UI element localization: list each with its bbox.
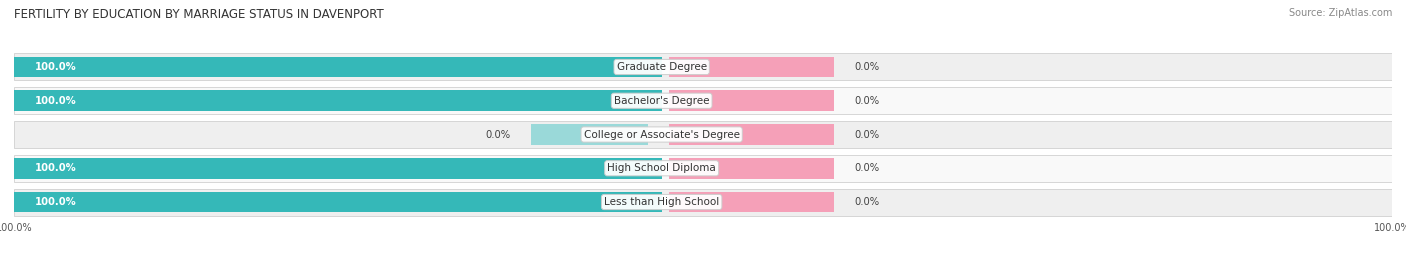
Bar xyxy=(14,54,1392,80)
Text: 0.0%: 0.0% xyxy=(855,96,880,106)
Text: College or Associate's Degree: College or Associate's Degree xyxy=(583,129,740,140)
Text: High School Diploma: High School Diploma xyxy=(607,163,716,173)
Bar xyxy=(14,189,1392,215)
Text: 100.0%: 100.0% xyxy=(35,96,76,106)
Text: 0.0%: 0.0% xyxy=(855,62,880,72)
Bar xyxy=(669,56,834,77)
Bar xyxy=(669,124,834,145)
Text: FERTILITY BY EDUCATION BY MARRIAGE STATUS IN DAVENPORT: FERTILITY BY EDUCATION BY MARRIAGE STATU… xyxy=(14,8,384,21)
Text: 0.0%: 0.0% xyxy=(485,129,510,140)
Text: 0.0%: 0.0% xyxy=(855,197,880,207)
Bar xyxy=(669,192,834,213)
Bar xyxy=(14,90,662,111)
Bar xyxy=(14,56,662,77)
Bar xyxy=(14,121,1392,148)
Text: Source: ZipAtlas.com: Source: ZipAtlas.com xyxy=(1288,8,1392,18)
Bar xyxy=(14,155,1392,182)
Bar xyxy=(14,87,1392,114)
Bar xyxy=(669,90,834,111)
Text: 100.0%: 100.0% xyxy=(35,197,76,207)
Text: Less than High School: Less than High School xyxy=(605,197,720,207)
Bar xyxy=(531,124,648,145)
Text: 100.0%: 100.0% xyxy=(35,62,76,72)
Text: 0.0%: 0.0% xyxy=(855,129,880,140)
Bar xyxy=(14,192,662,213)
Bar xyxy=(14,158,662,179)
Text: 100.0%: 100.0% xyxy=(35,163,76,173)
Text: 0.0%: 0.0% xyxy=(855,163,880,173)
Bar xyxy=(669,158,834,179)
Text: Bachelor's Degree: Bachelor's Degree xyxy=(614,96,710,106)
Text: Graduate Degree: Graduate Degree xyxy=(617,62,707,72)
